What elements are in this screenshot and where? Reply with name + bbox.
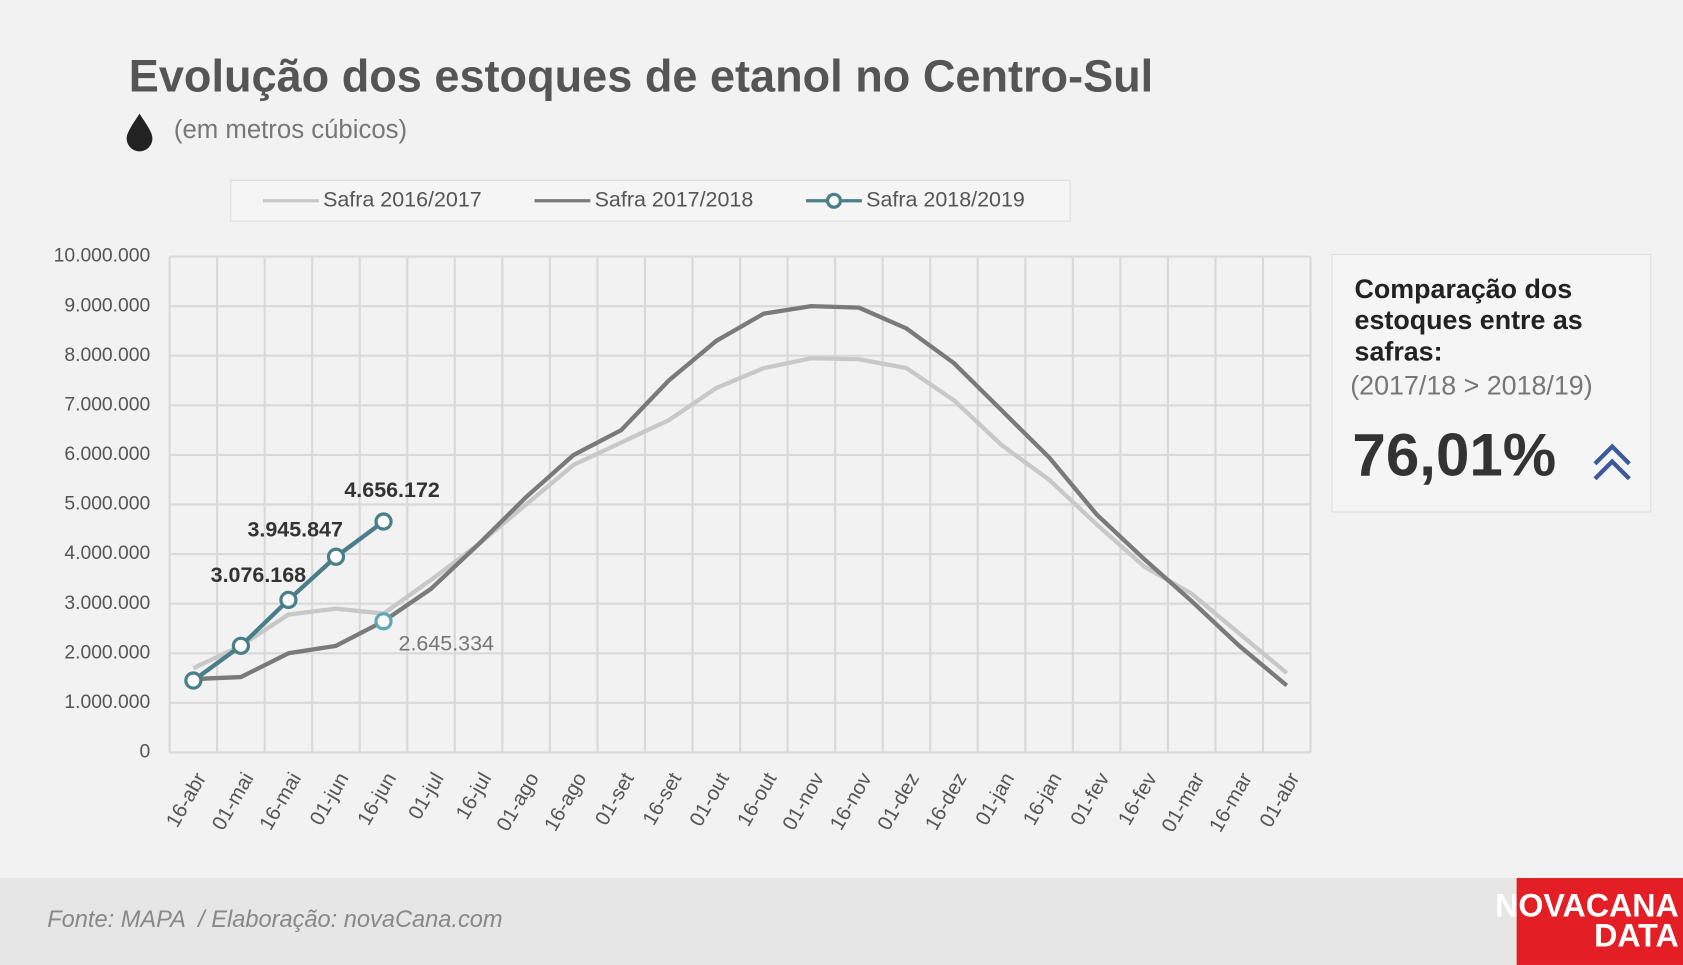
- marker: [374, 612, 393, 631]
- legend-label: Safra 2016/2017: [323, 187, 482, 211]
- data-label: 3.076.168: [211, 563, 307, 587]
- y-tick-label: 4.000.000: [64, 543, 150, 564]
- y-tick-label: 2.000.000: [64, 642, 150, 663]
- chart-title: Evolução dos estoques de etanol no Centr…: [129, 50, 1153, 101]
- marker: [279, 590, 298, 610]
- panel-title: estoques entre as: [1355, 305, 1583, 335]
- marker: [374, 512, 393, 531]
- footer-source: Fonte: MAPA / Elaboração: novaCana.com: [47, 907, 502, 933]
- chart-subtitle: (em metros cúbicos): [174, 116, 407, 144]
- y-tick-label: 9.000.000: [64, 295, 150, 316]
- panel-note: (2017/18 > 2018/19): [1350, 371, 1592, 401]
- data-label: 4.656.172: [344, 478, 440, 502]
- marker: [231, 636, 251, 655]
- logo-text: DATA: [1594, 918, 1679, 954]
- footer: [0, 878, 1683, 965]
- logo-text: NOVACANA: [1495, 888, 1679, 924]
- panel-title: Comparação dos: [1355, 274, 1573, 304]
- marker: [184, 671, 203, 690]
- drop-icon: [126, 113, 153, 152]
- y-tick-label: 3.000.000: [64, 593, 150, 614]
- y-tick-label: 6.000.000: [64, 444, 150, 465]
- data-label: 3.945.847: [247, 518, 342, 542]
- panel-title: safras:: [1355, 336, 1443, 366]
- panel-value: 76,01%: [1352, 421, 1556, 488]
- y-tick-label: 7.000.000: [64, 394, 150, 415]
- logo: [1516, 878, 1683, 965]
- series-line: [192, 356, 1289, 675]
- y-tick-label: 1.000.000: [64, 692, 150, 713]
- legend-marker: [825, 192, 843, 209]
- y-tick-label: 10.000.000: [54, 246, 151, 267]
- y-tick-label: 0: [140, 742, 151, 763]
- up-icon: [1593, 443, 1631, 481]
- y-tick-label: 8.000.000: [64, 345, 150, 366]
- legend: [230, 179, 1071, 222]
- legend-label: Safra 2018/2019: [866, 187, 1025, 211]
- marker: [326, 547, 346, 566]
- panel: [1331, 253, 1652, 513]
- data-label: 2.645.334: [399, 632, 495, 656]
- y-tick-label: 5.000.000: [64, 494, 150, 515]
- legend-label: Safra 2017/2018: [595, 187, 754, 211]
